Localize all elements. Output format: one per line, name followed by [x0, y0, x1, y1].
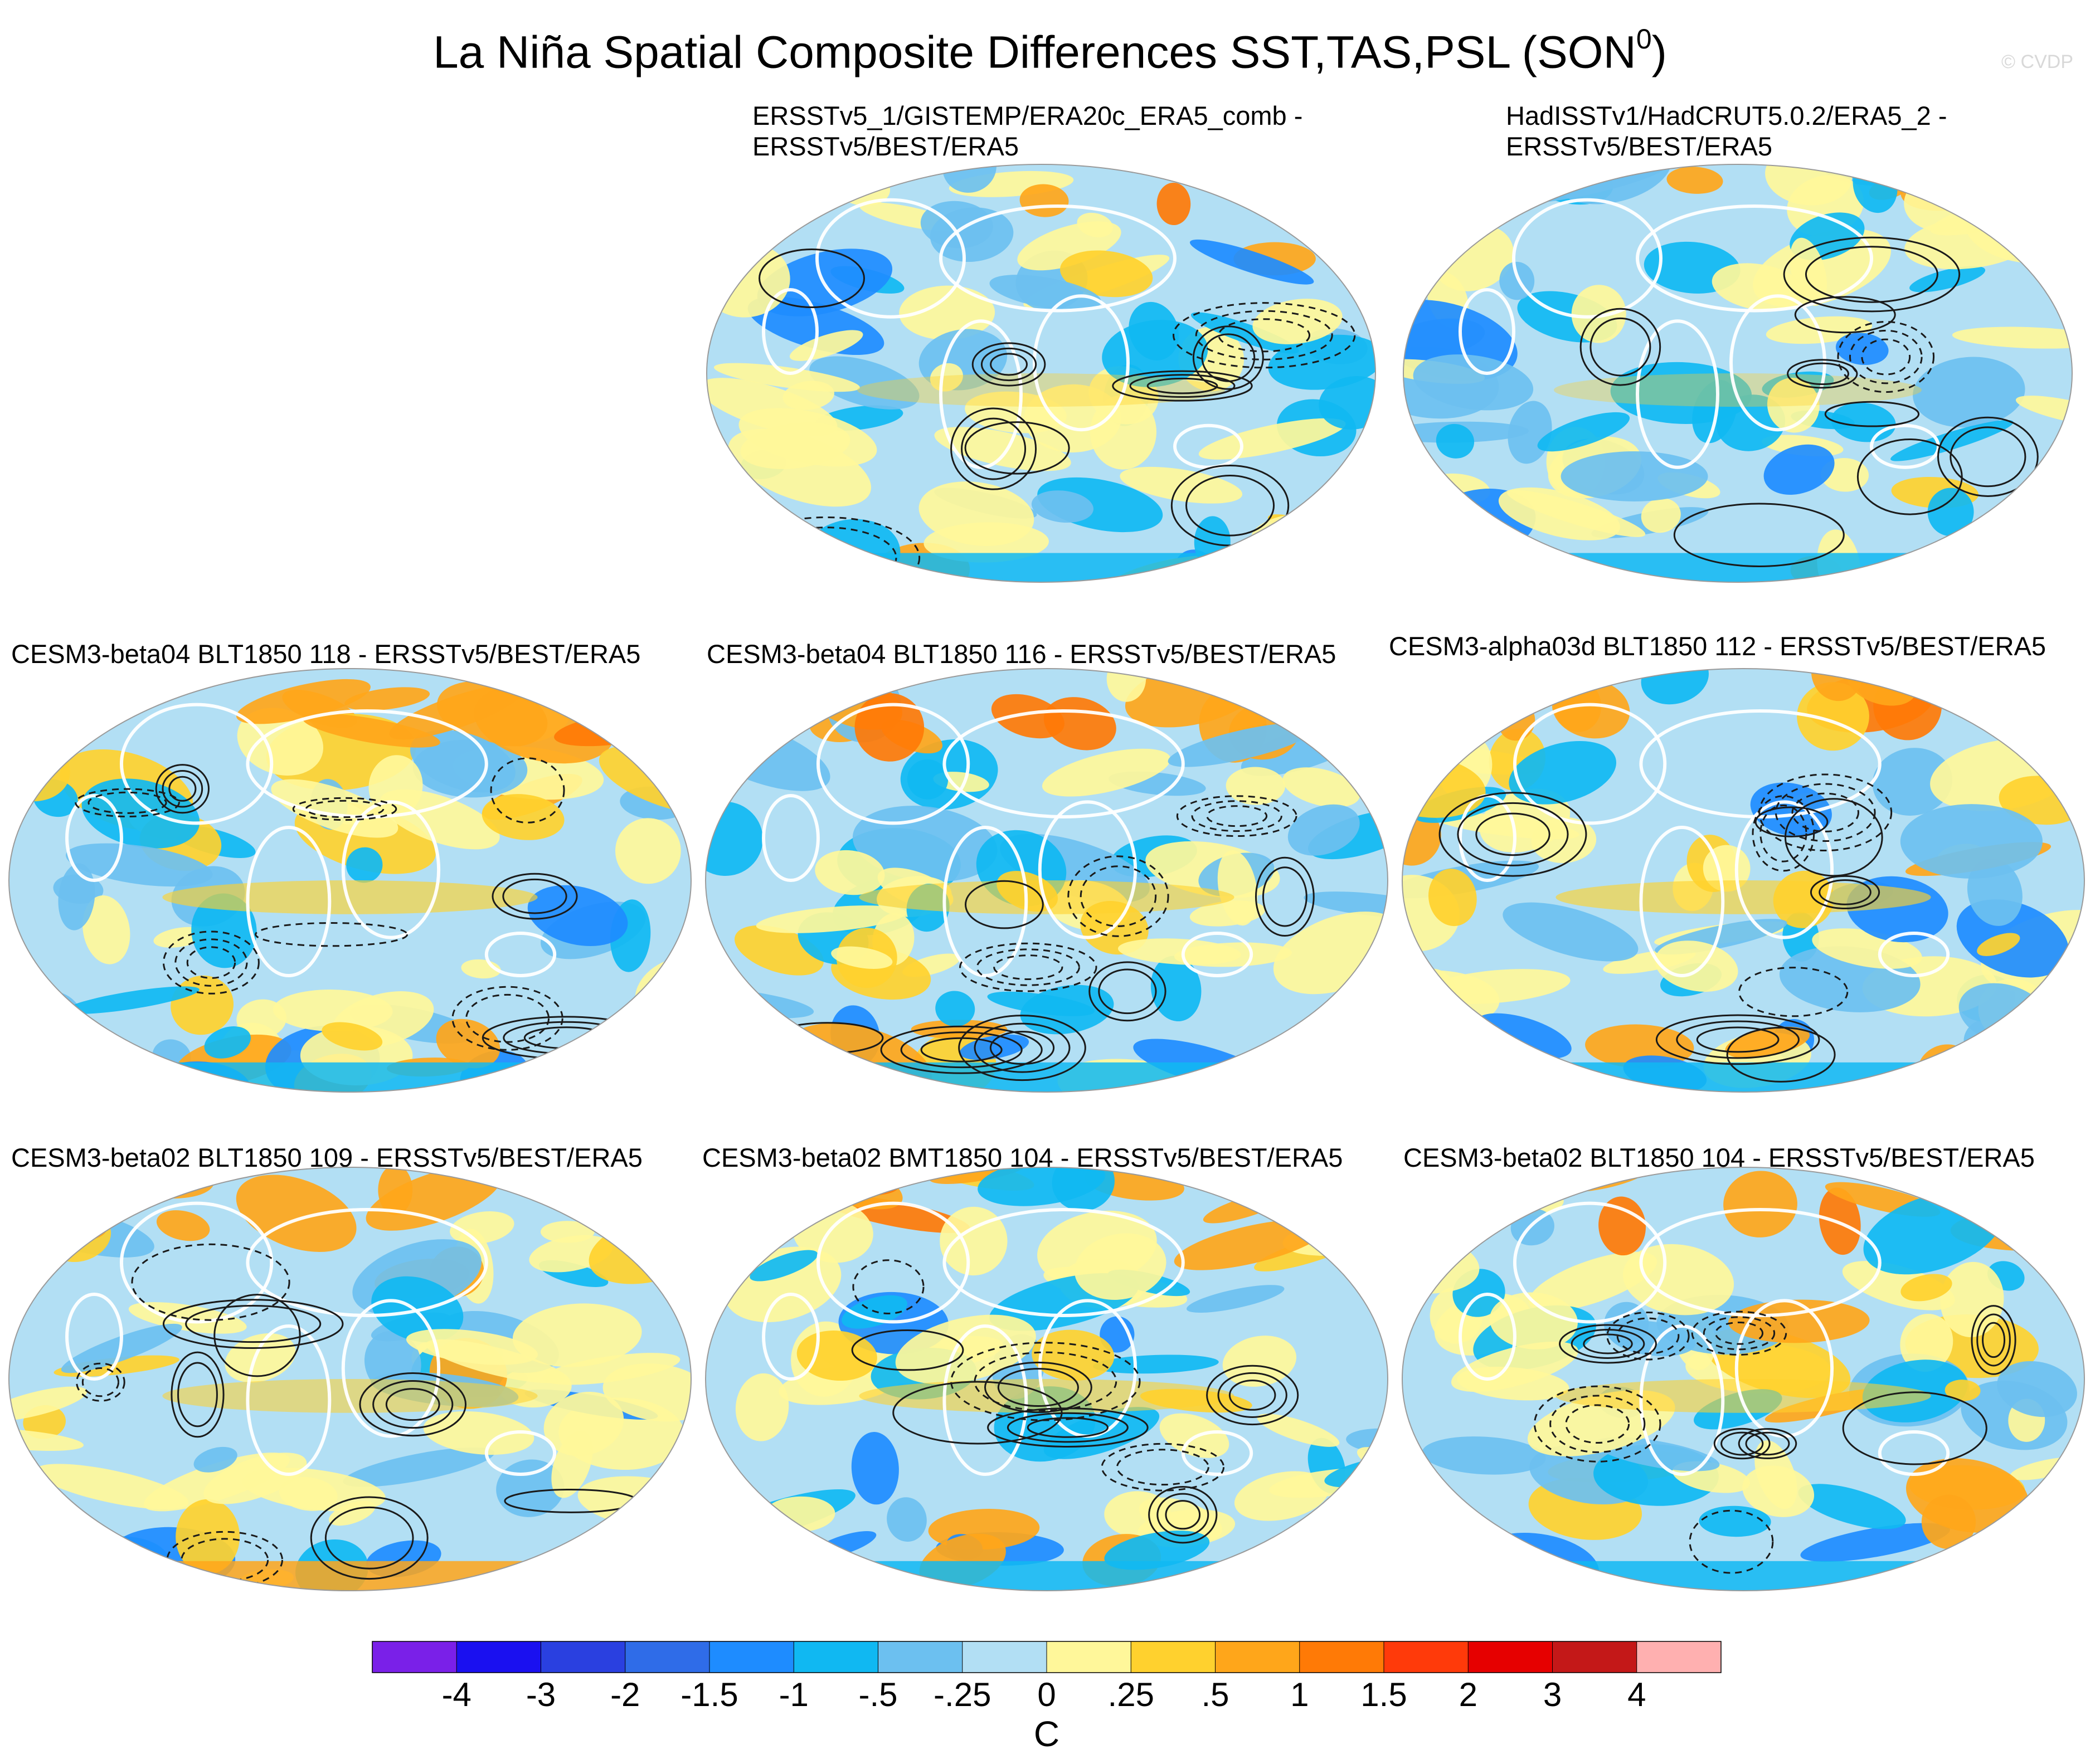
panel-title-3: CESM3-beta04 BLT1850 118 - ERSSTv5/BEST/…: [11, 639, 641, 669]
colorbar-swatch: [962, 1641, 1047, 1673]
map-p1: [707, 164, 1375, 582]
page-title: La Niña Spatial Composite Differences SS…: [433, 23, 1667, 78]
colorbar-swatch: [456, 1641, 541, 1673]
colorbar-tick-label: .25: [1108, 1676, 1154, 1713]
map-outline-p5: [1402, 668, 2085, 1093]
map-p4: [706, 669, 1388, 1092]
colorbar-tick-label: 1.5: [1360, 1676, 1407, 1713]
map-p3: [9, 669, 691, 1092]
panel-title-7: CESM3-beta02 BMT1850 104 - ERSSTv5/BEST/…: [702, 1143, 1343, 1172]
map-outline-p6: [8, 1167, 692, 1591]
map-outline-p1: [706, 164, 1376, 583]
colorbar-tick-label: 2: [1459, 1676, 1477, 1713]
map-p5: [1402, 669, 2084, 1092]
map-p7: [706, 1167, 1388, 1591]
colorbar-tick-label: 1: [1290, 1676, 1309, 1713]
colorbar-tick-label: -4: [442, 1676, 471, 1713]
colorbar-swatch: [1552, 1641, 1637, 1673]
colorbar-unit-label: C: [1034, 1714, 1059, 1754]
map-outline-p8: [1402, 1167, 2085, 1591]
colorbar-swatch: [372, 1641, 457, 1673]
map-p8: [1402, 1167, 2084, 1591]
panel-title-6: CESM3-beta02 BLT1850 109 - ERSSTv5/BEST/…: [11, 1143, 643, 1172]
colorbar-tick-label: -.25: [934, 1676, 991, 1713]
colorbar-tick-label: 0: [1037, 1676, 1056, 1713]
colorbar-swatch: [1131, 1641, 1216, 1673]
colorbar-swatch: [1299, 1641, 1384, 1673]
colorbar-swatch: [709, 1641, 794, 1673]
colorbar-swatch: [541, 1641, 626, 1673]
colorbar-tick-label: 3: [1543, 1676, 1562, 1713]
colorbar-tick-label: -3: [526, 1676, 556, 1713]
map-p2: [1403, 164, 2072, 582]
colorbar-tick-label: .5: [1201, 1676, 1229, 1713]
colorbar-swatch: [1047, 1641, 1131, 1673]
colorbar-swatch: [1215, 1641, 1300, 1673]
panel-title-5: CESM3-alpha03d BLT1850 112 - ERSSTv5/BES…: [1389, 631, 2046, 661]
colorbar-swatch: [1468, 1641, 1553, 1673]
colorbar-swatch: [625, 1641, 710, 1673]
panel-title-8: CESM3-beta02 BLT1850 104 - ERSSTv5/BEST/…: [1403, 1143, 2035, 1172]
colorbar-swatch: [878, 1641, 963, 1673]
colorbar-tick-label: -1.5: [680, 1676, 738, 1713]
map-p6: [9, 1167, 691, 1591]
colorbar-swatch: [794, 1641, 878, 1673]
map-outline-p4: [705, 668, 1388, 1093]
colorbar-swatch: [1384, 1641, 1469, 1673]
colorbar-tick-label: 4: [1627, 1676, 1646, 1713]
panel-title-2: HadISSTv1/HadCRUT5.0.2/ERA5_2 - ERSSTv5/…: [1506, 101, 1947, 161]
cvdp-watermark: © CVDP: [2001, 51, 2073, 72]
colorbar-swatch: [1636, 1641, 1722, 1673]
colorbar-tick-label: -2: [610, 1676, 640, 1713]
map-outline-p2: [1403, 164, 2073, 583]
map-outline-p7: [705, 1167, 1388, 1591]
colorbar-tick-label: -.5: [858, 1676, 897, 1713]
colorbar-tick-label: -1: [779, 1676, 809, 1713]
colorbar: -4 -3 -2 -1.5 -1 -.5 -.25 0 .25 .5 1 1.5 2 3 4 C: [372, 1641, 1722, 1754]
map-outline-p3: [8, 668, 692, 1093]
panel-title-1: ERSSTv5_1/GISTEMP/ERA20c_ERA5_comb - ERS…: [752, 101, 1303, 161]
panel-title-4: CESM3-beta04 BLT1850 116 - ERSSTv5/BEST/…: [707, 639, 1336, 669]
